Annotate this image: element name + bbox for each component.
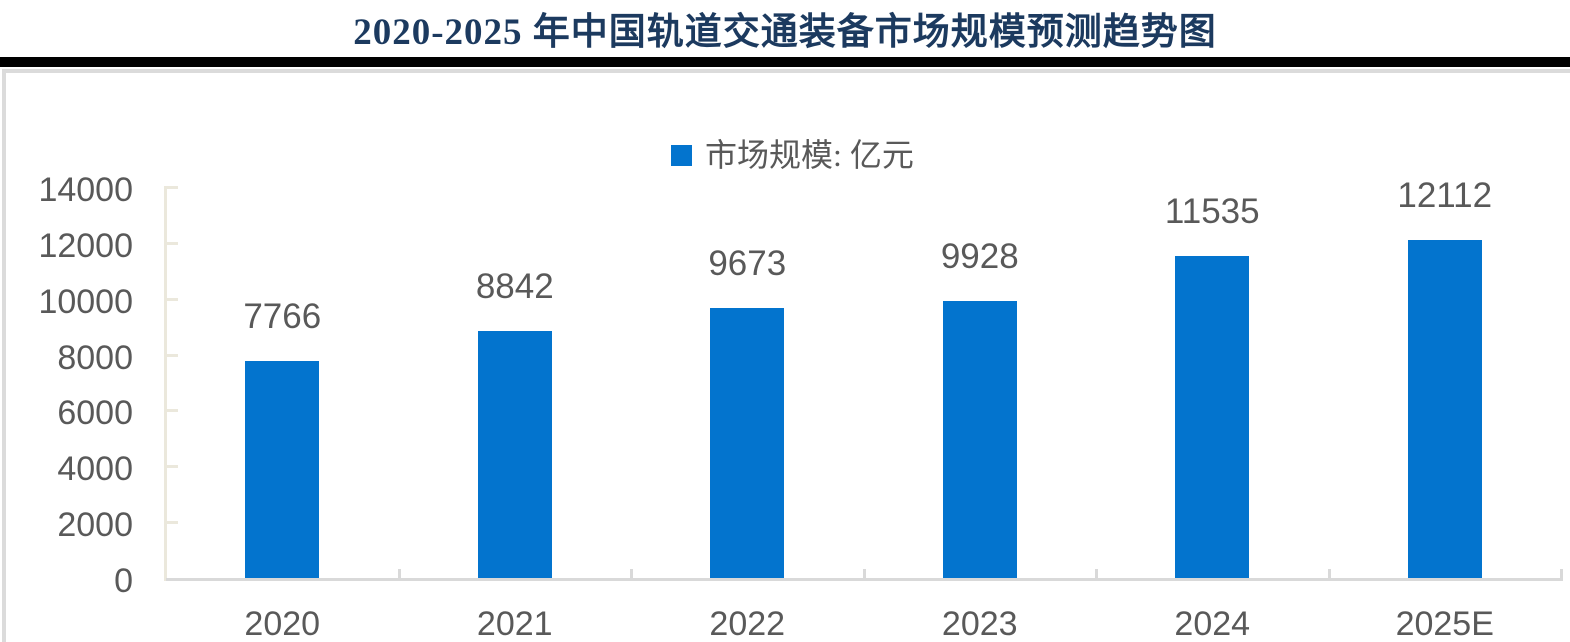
y-tick-mark (164, 186, 178, 189)
bar-value-label: 9673 (708, 244, 787, 283)
x-tick-mark (630, 569, 633, 581)
bar-value-label: 11535 (1164, 192, 1260, 231)
bar-value-label: 8842 (475, 267, 554, 306)
y-axis-tick-label: 6000 (57, 394, 133, 433)
legend-marker-swatch (671, 144, 692, 166)
x-tick-mark (862, 569, 866, 581)
y-tick-mark (164, 521, 178, 525)
legend: 市场规模: 亿元 (671, 137, 914, 173)
y-tick-mark (164, 465, 178, 469)
y-axis-line (164, 187, 167, 581)
x-axis-tick-label: 2022 (709, 605, 786, 642)
bar-2023 (942, 301, 1017, 578)
y-tick-mark (164, 409, 178, 413)
x-tick-mark (1095, 569, 1098, 581)
x-axis-tick-label: 2024 (1174, 605, 1251, 642)
bar-value-label: 9928 (940, 237, 1019, 276)
y-axis-tick-label: 4000 (57, 450, 133, 489)
bar-2021 (477, 331, 552, 578)
x-axis-tick-label: 2025E (1395, 605, 1494, 642)
x-tick-mark (1560, 569, 1563, 581)
title-divider-rule (0, 57, 1570, 67)
x-tick-mark (1327, 569, 1331, 581)
y-axis-tick-label: 14000 (38, 171, 133, 209)
x-axis-tick-label: 2021 (476, 605, 553, 642)
bar-2020 (245, 361, 320, 578)
y-tick-mark (164, 353, 178, 357)
x-tick-mark (397, 569, 401, 581)
bar-value-label: 12112 (1397, 176, 1493, 215)
legend-label: 市场规模: 亿元 (705, 137, 914, 173)
y-axis-tick-label: 10000 (38, 282, 133, 321)
bar-value-label: 7766 (243, 297, 322, 336)
y-tick-mark (164, 297, 178, 301)
y-axis-tick-label: 8000 (57, 338, 133, 377)
bar-2025E (1407, 240, 1482, 578)
x-axis-tick-label: 2020 (244, 605, 321, 642)
bar-2022 (710, 308, 785, 578)
y-axis-tick-label: 12000 (38, 226, 133, 265)
y-tick-mark (164, 241, 178, 245)
x-axis-tick-label: 2023 (941, 605, 1018, 642)
bar-2024 (1175, 256, 1250, 578)
chart-title: 2020-2025 年中国轨道交通装备市场规模预测趋势图 (353, 12, 1217, 53)
y-axis-tick-label: 2000 (57, 506, 133, 545)
y-axis-tick-label: 0 (114, 562, 133, 600)
